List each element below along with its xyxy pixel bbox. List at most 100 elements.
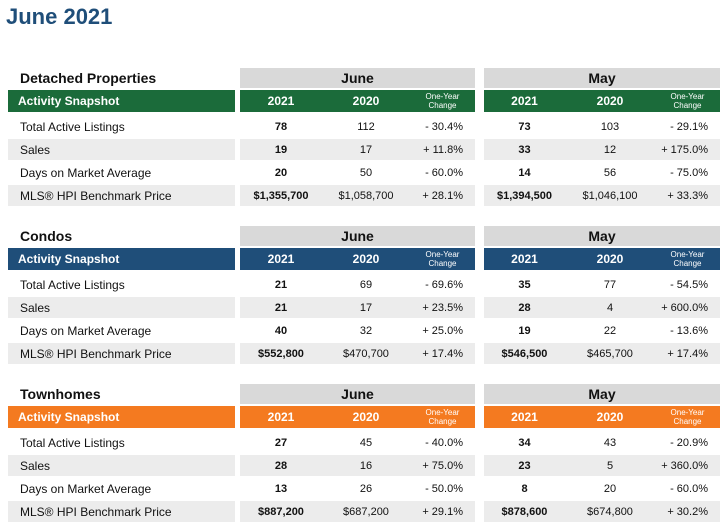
cell-value: $878,600 <box>501 505 548 518</box>
header-bar <box>484 248 720 270</box>
cell-value: + 29.1% <box>422 505 463 518</box>
column-header: 2020 <box>352 94 380 108</box>
cell-value: - 75.0% <box>670 166 708 179</box>
header-bar <box>240 90 475 112</box>
column-header: 2021 <box>267 410 295 424</box>
row-shade <box>240 139 475 160</box>
column-header: 2021 <box>511 94 538 108</box>
snapshot-bar: Activity Snapshot <box>8 406 235 428</box>
cell-value: + 17.4% <box>422 347 463 360</box>
cell-value: 112 <box>357 120 375 133</box>
cell-value: 19 <box>518 324 531 337</box>
cell-value: + 360.0% <box>661 459 708 472</box>
cell-value: $687,200 <box>343 505 389 518</box>
row-label: Sales <box>20 458 51 473</box>
cell-value: 17 <box>359 143 373 156</box>
row-shade <box>484 501 720 522</box>
row-label: MLS® HPI Benchmark Price <box>20 188 172 203</box>
period-header: June <box>240 226 475 246</box>
cell-value: 23 <box>518 459 531 472</box>
cell-value: + 28.1% <box>422 189 463 202</box>
row-shade <box>8 297 235 318</box>
cell-value: $1,046,100 <box>582 189 638 202</box>
cell-value: 14 <box>518 166 531 179</box>
cell-value: - 50.0% <box>425 482 463 495</box>
cell-value: 33 <box>518 143 531 156</box>
cell-value: $674,800 <box>587 505 633 518</box>
column-header: One-Year Change <box>425 92 460 110</box>
cell-value: $552,800 <box>258 347 304 360</box>
column-header: One-Year Change <box>670 250 705 268</box>
cell-value: 5 <box>606 459 614 472</box>
row-shade <box>240 343 475 364</box>
row-shade <box>484 185 720 206</box>
column-header: 2020 <box>596 252 624 266</box>
cell-value: 73 <box>518 120 531 133</box>
cell-value: 32 <box>359 324 373 337</box>
cell-value: 28 <box>274 459 288 472</box>
cell-value: 4 <box>606 301 614 314</box>
cell-value: 56 <box>603 166 617 179</box>
cell-value: 43 <box>603 436 617 449</box>
period-header: May <box>484 384 720 404</box>
column-header: 2021 <box>267 94 295 108</box>
cell-value: - 69.6% <box>425 278 463 291</box>
period-header: June <box>240 68 475 88</box>
header-bar <box>240 406 475 428</box>
row-shade <box>484 455 720 476</box>
column-header: 2020 <box>352 252 380 266</box>
cell-value: 20 <box>603 482 617 495</box>
cell-value: - 20.9% <box>670 436 708 449</box>
header-bar <box>484 90 720 112</box>
cell-value: + 11.8% <box>423 143 463 156</box>
header-bar <box>484 406 720 428</box>
column-header: 2020 <box>596 94 624 108</box>
column-header: One-Year Change <box>670 92 705 110</box>
row-label: Days on Market Average <box>20 323 152 338</box>
row-shade <box>8 185 235 206</box>
cell-value: + 17.4% <box>667 347 708 360</box>
row-shade <box>240 185 475 206</box>
cell-value: 17 <box>359 301 373 314</box>
cell-value: 13 <box>274 482 288 495</box>
cell-value: 50 <box>359 166 373 179</box>
row-shade <box>8 455 235 476</box>
column-header: 2021 <box>267 252 295 266</box>
cell-value: 40 <box>274 324 288 337</box>
cell-value: 22 <box>603 324 617 337</box>
snapshot-bar: Activity Snapshot <box>8 248 235 270</box>
page-title: June 2021 <box>6 4 113 29</box>
row-label: MLS® HPI Benchmark Price <box>20 504 172 519</box>
row-label: Sales <box>20 142 51 157</box>
row-shade <box>484 139 720 160</box>
cell-value: + 25.0% <box>422 324 463 337</box>
row-label: Sales <box>20 300 51 315</box>
cell-value: - 60.0% <box>670 482 708 495</box>
column-header: 2021 <box>511 252 538 266</box>
row-label: MLS® HPI Benchmark Price <box>20 346 172 361</box>
cell-value: + 23.5% <box>422 301 463 314</box>
column-header: One-Year Change <box>670 408 705 426</box>
cell-value: 21 <box>274 301 288 314</box>
cell-value: $470,700 <box>343 347 389 360</box>
cell-value: 69 <box>359 278 373 291</box>
column-header: One-Year Change <box>425 250 460 268</box>
cell-value: 34 <box>518 436 531 449</box>
cell-value: - 29.1% <box>670 120 708 133</box>
cell-value: 27 <box>274 436 288 449</box>
section-name: Detached Properties <box>20 70 157 86</box>
cell-value: 78 <box>274 120 288 133</box>
column-header: 2020 <box>352 410 380 424</box>
period-header: May <box>484 68 720 88</box>
row-shade <box>484 297 720 318</box>
row-shade <box>484 343 720 364</box>
cell-value: 35 <box>518 278 531 291</box>
cell-value: 26 <box>359 482 373 495</box>
cell-value: + 33.3% <box>667 189 708 202</box>
cell-value: - 60.0% <box>425 166 463 179</box>
row-label: Total Active Listings <box>20 277 125 292</box>
cell-value: - 13.6% <box>670 324 708 337</box>
row-label: Days on Market Average <box>20 481 152 496</box>
row-shade <box>8 139 235 160</box>
row-label: Total Active Listings <box>20 119 125 134</box>
